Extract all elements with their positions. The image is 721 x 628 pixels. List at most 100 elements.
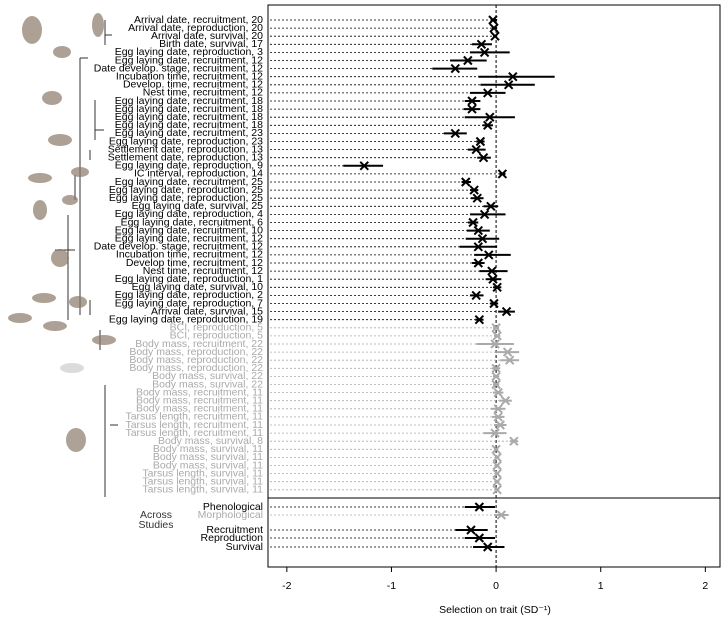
estimate [483, 120, 493, 131]
row-label: Egg laying date, recruitment, 18 [115, 95, 263, 107]
estimate [483, 542, 493, 552]
row-label: Egg laying date, reproduction, 23 [109, 135, 263, 147]
row-label: Recruitment [206, 524, 263, 536]
row-label: Egg laying date, recruitment, 12 [115, 232, 263, 244]
estimate [474, 502, 485, 512]
estimate [450, 63, 460, 74]
row-label: Tarsus length, recruitment, 11 [125, 427, 263, 439]
row-label: Develop. time, recruitment, 12 [123, 79, 263, 91]
estimate [492, 468, 502, 479]
x-tick-label: -1 [387, 580, 396, 592]
row-label: Reproduction [201, 532, 264, 544]
estimate [509, 436, 519, 446]
estimate [486, 201, 496, 212]
row-label: Incubation time, recruitment, 12 [116, 249, 263, 261]
estimate [488, 15, 498, 25]
estimate [471, 144, 481, 155]
estimate [450, 128, 460, 139]
row-label: Body mass, recruitment, 11 [136, 386, 263, 398]
estimate [490, 31, 500, 41]
row-label: BCI, reproduction, 5 [170, 330, 264, 342]
row-label: Body mass, survival, 11 [153, 459, 263, 471]
row-label: Egg laying date, recruitment, 18 [115, 103, 263, 115]
row-label: Body mass, recruitment, 22 [135, 338, 263, 350]
row-label: Egg laying date, reproduction, 25 [109, 184, 263, 196]
row-label: Egg laying date, recruitment, 12 [115, 54, 263, 66]
row-label: Egg laying date, recruitment, 23 [115, 127, 263, 139]
row-label: Body mass, survival, 8 [158, 435, 263, 447]
row-label: Arrival date, recruitment, 20 [134, 14, 263, 26]
estimate [479, 209, 490, 220]
row-label: Egg laying date, recruitment, 18 [115, 119, 263, 131]
estimate [468, 217, 478, 228]
row-label: Egg laying date, reproduction, 9 [115, 160, 263, 172]
estimate [508, 71, 518, 82]
row-label: Body mass, survival, 11 [153, 451, 263, 463]
row-label: IC interval, reproduction, 14 [134, 168, 263, 180]
x-axis-label: Selection on trait (SD⁻¹) [439, 604, 551, 616]
row-label: Phenological [203, 501, 263, 513]
row-label: Egg laying date, recruitment, 18 [115, 111, 263, 123]
estimate [485, 112, 495, 122]
row-label: Body mass, reproduction, 22 [129, 362, 263, 374]
estimate [484, 250, 494, 260]
estimate [497, 169, 508, 179]
row-label: Nest time, recruitment, 12 [143, 265, 263, 277]
estimate [473, 225, 484, 236]
estimate [493, 412, 503, 422]
row-label: Egg laying date, recruitment, 6 [121, 216, 264, 228]
row-label: Egg laying date, reproduction, 19 [109, 313, 263, 325]
row-label: Egg laying date, reproduction, 1 [115, 273, 263, 285]
estimate [492, 476, 502, 487]
estimate [504, 355, 515, 365]
row-label: Morphological [198, 509, 263, 521]
row-label: Arrival date, survival, 20 [151, 30, 263, 42]
row-label: Arrival date, survival, 15 [151, 305, 263, 317]
row-label: Egg laying date, reproduction, 3 [115, 46, 263, 58]
estimate [502, 347, 513, 357]
row-label: Date develop. stage, recruitment, 12 [94, 62, 263, 74]
estimate [487, 266, 497, 276]
row-label: Body mass, survival, 22 [152, 378, 263, 390]
row-label: Egg laying date, recruitment, 25 [115, 176, 263, 188]
estimate [493, 387, 503, 398]
estimate [492, 331, 502, 341]
estimate [501, 306, 512, 317]
row-label: Egg laying date, reproduction, 2 [115, 289, 263, 301]
estimate [493, 404, 503, 414]
estimate [469, 185, 479, 195]
row-label: Egg laying date, reproduction, 25 [109, 192, 263, 204]
x-tick-label: 0 [493, 580, 499, 592]
row-label: Egg laying date, reproduction, 4 [115, 208, 263, 220]
estimate [490, 428, 500, 438]
estimate [492, 485, 502, 495]
estimate [495, 420, 505, 430]
estimate [477, 233, 488, 244]
row-label: Tarsus length, survival, 11 [142, 475, 263, 487]
estimate [489, 23, 499, 33]
estimate [461, 177, 471, 187]
estimate [491, 323, 501, 333]
row-label: Body mass, survival, 11 [153, 443, 263, 455]
estimate [491, 363, 501, 374]
row-label: Arrival date, reproduction, 20 [128, 22, 263, 34]
estimate [467, 104, 477, 114]
row-label: Tarsus length, recruitment, 11 [125, 411, 263, 423]
estimate [466, 525, 476, 535]
summary-title: Across [140, 509, 172, 521]
row-label: Body mass, recruitment, 11 [136, 403, 263, 415]
estimate [474, 314, 485, 325]
x-tick-label: 2 [702, 580, 708, 592]
estimate [476, 39, 487, 50]
row-label: Body mass, reproduction, 22 [129, 354, 263, 366]
estimate [473, 258, 484, 268]
estimate [478, 152, 489, 163]
estimate [475, 136, 486, 147]
estimate [483, 88, 493, 98]
estimate [492, 282, 502, 293]
row-label: Incubation time, recruitment, 12 [116, 70, 263, 82]
estimate [496, 510, 507, 520]
estimate [489, 298, 499, 309]
row-label: Survival [226, 541, 263, 553]
